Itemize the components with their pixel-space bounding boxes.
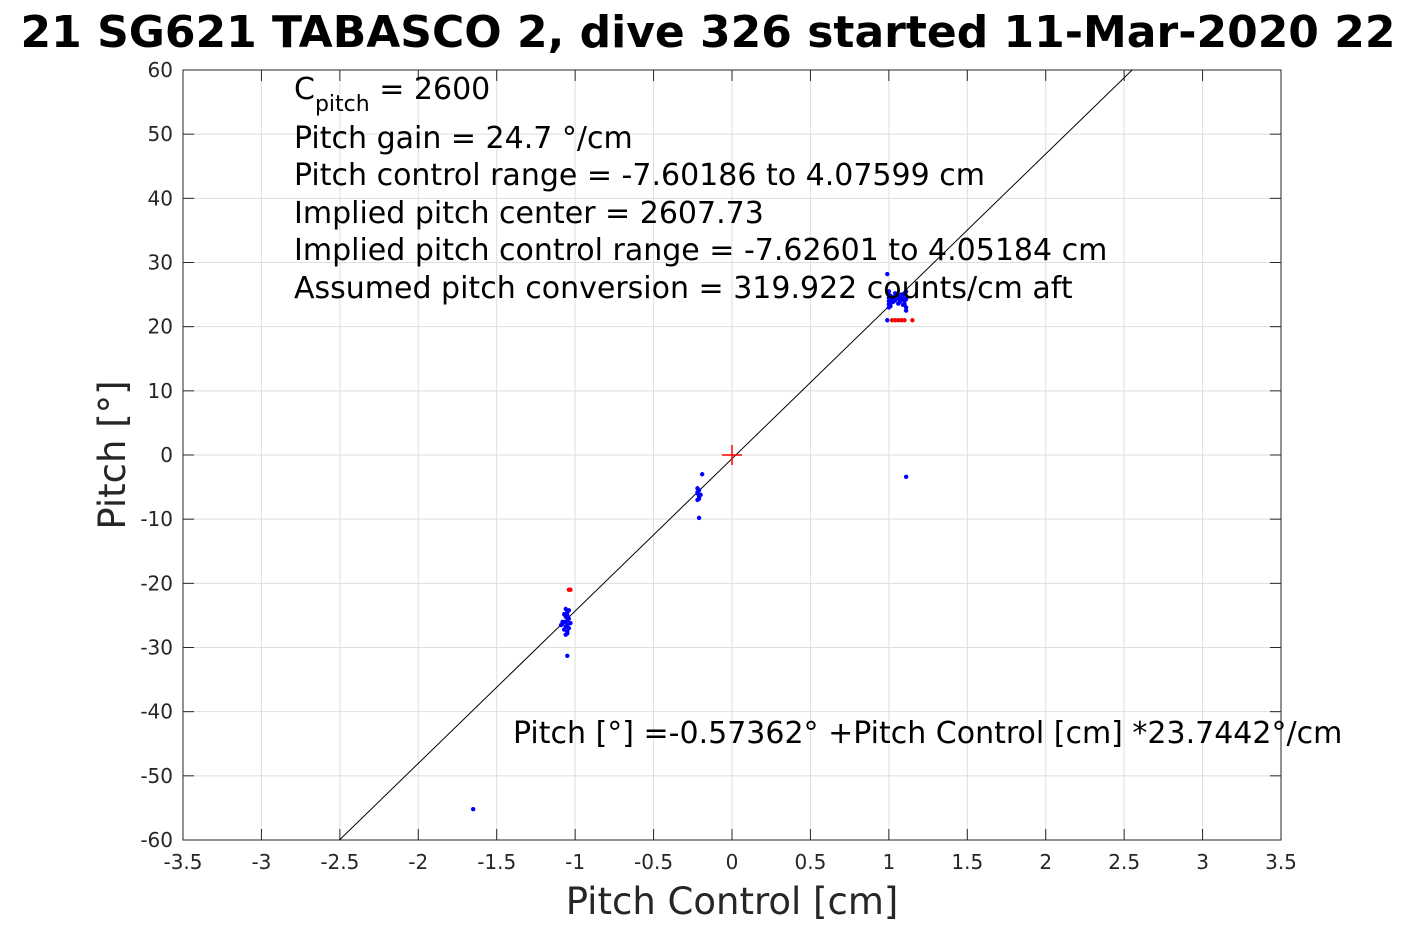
x-tick-label: 3.5 — [1265, 850, 1297, 874]
scatter-point — [698, 492, 703, 497]
implied-pitch-center-annotation: Implied pitch center = 2607.73 — [294, 196, 764, 231]
x-tick-label: 1 — [882, 850, 895, 874]
scatter-point — [470, 807, 476, 812]
scatter-point — [902, 318, 907, 323]
plot-area — [338, 70, 1133, 840]
scatter-point — [695, 486, 700, 491]
scatter-point — [896, 318, 901, 323]
scatter-point — [560, 619, 565, 625]
scatter-point — [568, 620, 573, 626]
y-tick-label: -40 — [140, 700, 173, 724]
scatter-point — [903, 305, 909, 310]
y-tick-label: 20 — [148, 315, 173, 339]
x-tick-label: -0.5 — [634, 850, 673, 874]
scatter-point — [897, 299, 903, 304]
x-tick-label: -3.5 — [163, 850, 202, 874]
x-tick-label: -1.5 — [477, 850, 516, 874]
x-tick-label: 0.5 — [795, 850, 827, 874]
x-tick-label: -1 — [565, 850, 585, 874]
data-points — [338, 70, 1133, 840]
scatter-point — [566, 587, 572, 592]
y-tick-label: 40 — [148, 186, 173, 210]
c-pitch-annotation: Cpitch = 2600 — [294, 72, 490, 117]
scatter-point — [903, 474, 909, 480]
scatter-point — [900, 302, 906, 308]
y-tick-label: 50 — [148, 122, 173, 146]
x-tick-label: 1.5 — [951, 850, 983, 874]
scatter-point — [903, 289, 909, 294]
y-tick-label: -10 — [140, 507, 173, 531]
scatter-point — [899, 292, 904, 297]
x-axis-label: Pitch Control [cm] — [566, 880, 899, 923]
scatter-point — [563, 606, 568, 612]
scatter-point — [696, 496, 702, 501]
fit-equation-annotation: Pitch [°] =-0.57362° +Pitch Control [cm]… — [513, 716, 1342, 751]
x-tick-label: -2.5 — [320, 850, 359, 874]
scatter-point — [565, 653, 570, 659]
scatter-point — [566, 626, 572, 631]
x-tick-label: 3 — [1196, 850, 1209, 874]
y-tick-label: 0 — [160, 443, 173, 467]
scatter-point — [695, 490, 700, 495]
scatter-point — [892, 318, 898, 323]
y-tick-label: -60 — [140, 828, 173, 852]
scatter-point — [888, 303, 893, 309]
scatter-point — [696, 515, 702, 521]
scatter-point — [886, 289, 892, 294]
scatter-point — [903, 308, 909, 313]
x-tick-label: 2 — [1039, 850, 1052, 874]
scatter-point — [565, 631, 570, 636]
scatter-point — [910, 318, 915, 323]
y-tick-label: -20 — [140, 571, 173, 595]
x-tick-label: -2 — [408, 850, 428, 874]
y-tick-label: 10 — [148, 379, 173, 403]
x-tick-label: -3 — [251, 850, 271, 874]
scatter-point — [885, 318, 890, 323]
chart-title: 21 SG621 TABASCO 2, dive 326 started 11-… — [21, 7, 1396, 58]
x-tick-label: 2.5 — [1108, 850, 1140, 874]
axes-frame — [182, 69, 1282, 841]
scatter-point — [699, 472, 705, 477]
scatter-point — [903, 296, 909, 302]
pitch-gain-annotation: Pitch gain = 24.7 °/cm — [294, 121, 633, 156]
assumed-pitch-conversion-annotation: Assumed pitch conversion = 319.922 count… — [294, 271, 1073, 306]
y-tick-label: 30 — [148, 251, 173, 275]
scatter-point — [885, 271, 890, 277]
x-tick-label: 0 — [726, 850, 739, 874]
y-tick-label: 60 — [148, 58, 173, 82]
scatter-point — [899, 318, 904, 323]
y-tick-label: -30 — [140, 636, 173, 660]
implied-pitch-control-range-annotation: Implied pitch control range = -7.62601 t… — [294, 233, 1107, 268]
scatter-point — [891, 299, 896, 304]
scatter-point — [892, 291, 898, 296]
pitch-control-range-annotation: Pitch control range = -7.60186 to 4.0759… — [294, 158, 985, 193]
axis-ticks — [182, 69, 1282, 841]
scatter-point — [889, 318, 895, 323]
y-tick-label: -50 — [140, 764, 173, 788]
tick-labels: -3.5 -3 -2.5 -2 -1.5 -1 -0.5 0 0.5 1 1.5 2 2.5 3 3.5 -6… — [140, 58, 1297, 874]
c-pitch-value: = 2600 — [370, 72, 491, 107]
c-pitch-main: C — [294, 72, 315, 107]
y-axis-label: Pitch [°] — [91, 380, 134, 529]
c-pitch-subscript: pitch — [315, 92, 370, 117]
